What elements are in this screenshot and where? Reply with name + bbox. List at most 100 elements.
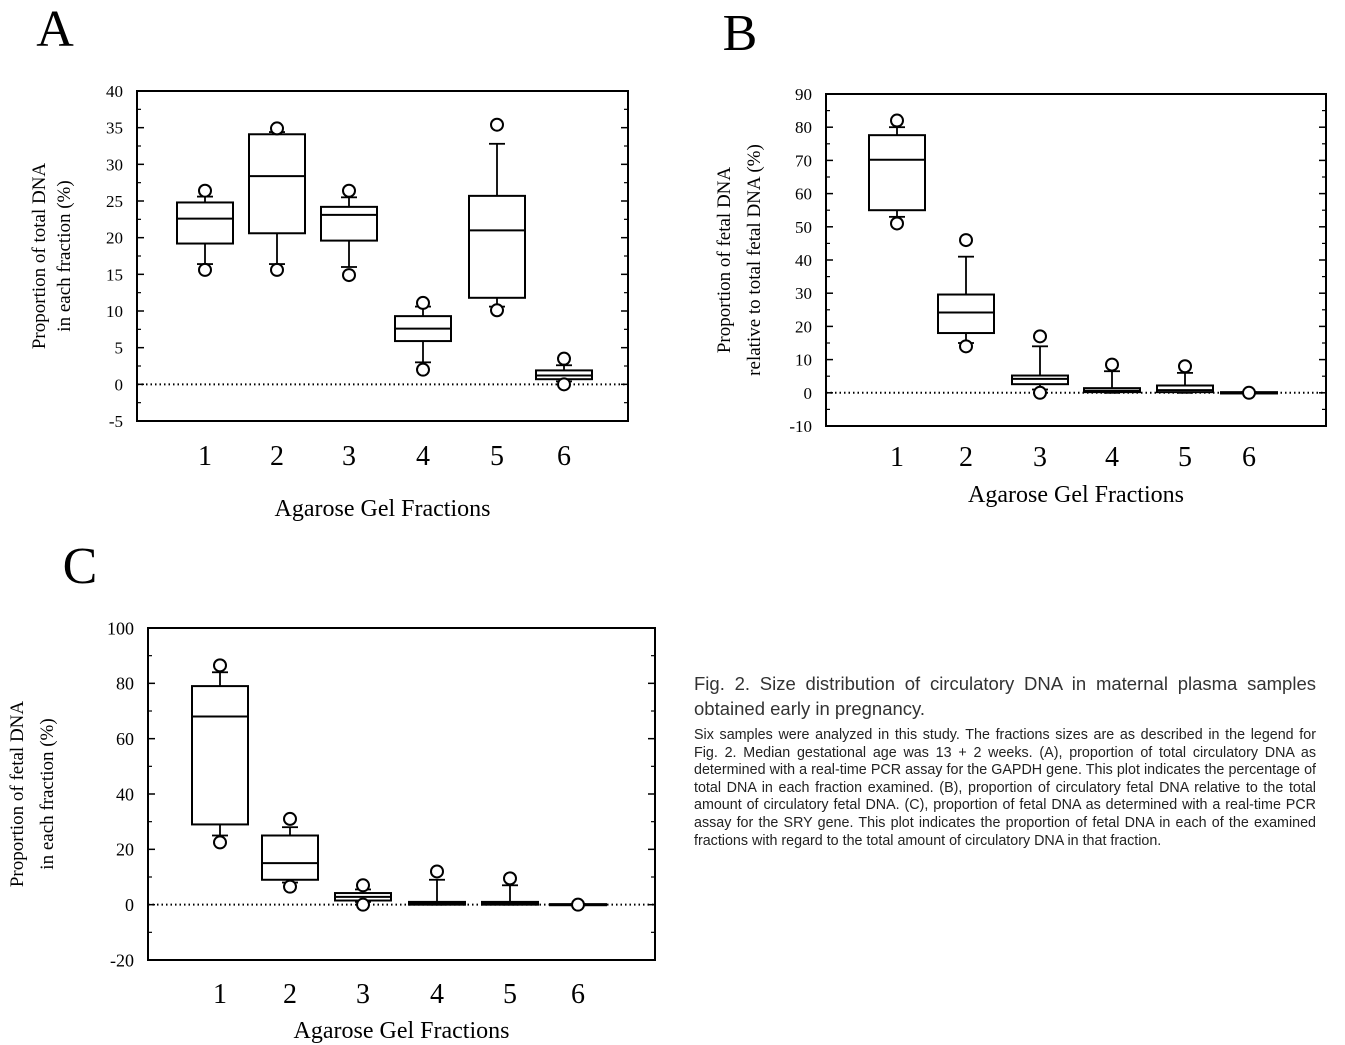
y-tick-label: 10 xyxy=(106,302,123,321)
outlier-point xyxy=(283,879,297,894)
outlier-point xyxy=(890,216,904,231)
box-fraction-4 xyxy=(408,864,466,906)
outlier-point xyxy=(356,897,370,912)
box-fraction-1 xyxy=(176,183,234,277)
outlier-point xyxy=(571,897,585,912)
x-category-label: 2 xyxy=(270,441,284,472)
x-category-label: 5 xyxy=(1178,442,1192,473)
chart-panel-c: C -20 0 20 40 60 80 100 1 2 3 4 5 6 Agarose Gel Fracti… xyxy=(7,538,656,1044)
x-category-label: 1 xyxy=(890,442,904,473)
x-category-label: 2 xyxy=(959,442,973,473)
y-tick-label: 50 xyxy=(795,218,812,237)
box-iqr xyxy=(261,834,319,881)
box-iqr xyxy=(248,133,306,235)
outlier-point xyxy=(1242,385,1256,400)
box-fraction-6 xyxy=(549,897,607,912)
outlier-point xyxy=(416,362,430,377)
y-tick-label: 60 xyxy=(116,729,134,749)
y-tick-label: 0 xyxy=(115,375,124,394)
y-tick-label: 40 xyxy=(795,251,812,270)
outlier-point xyxy=(557,351,571,366)
outlier-point xyxy=(959,233,973,248)
box-fraction-1 xyxy=(191,658,249,850)
outlier-point xyxy=(490,303,504,318)
panel-label: A xyxy=(36,1,74,58)
outlier-point xyxy=(1033,385,1047,400)
y-tick-label: 20 xyxy=(116,840,134,860)
y-tick-label: 20 xyxy=(106,229,123,248)
x-category-label: 4 xyxy=(430,979,444,1010)
outlier-point xyxy=(342,183,356,198)
box-iqr xyxy=(868,134,926,212)
y-tick-label: 15 xyxy=(106,265,123,284)
box-fraction-2 xyxy=(261,811,319,894)
x-category-label: 3 xyxy=(356,979,370,1010)
box-iqr xyxy=(320,205,378,242)
box-iqr xyxy=(937,293,995,335)
x-category-label: 3 xyxy=(342,441,356,472)
x-category-label: 1 xyxy=(213,979,227,1010)
x-axis-label: Agarose Gel Fractions xyxy=(275,496,491,522)
y-tick-label: 100 xyxy=(107,618,134,638)
box-fraction-6 xyxy=(535,351,593,392)
y-tick-label: 5 xyxy=(115,339,124,358)
x-category-label: 6 xyxy=(1242,442,1256,473)
box-iqr xyxy=(468,194,526,299)
y-tick-label: 30 xyxy=(106,155,123,174)
outlier-point xyxy=(270,121,284,136)
box-fraction-6 xyxy=(1220,385,1278,400)
y-tick-label: 30 xyxy=(795,284,812,303)
x-category-label: 6 xyxy=(557,441,571,472)
y-tick-label: 80 xyxy=(795,118,812,137)
y-tick-label: 35 xyxy=(106,119,123,138)
outlier-point xyxy=(356,878,370,893)
outlier-point xyxy=(1033,329,1047,344)
x-category-label: 4 xyxy=(416,441,430,472)
y-tick-label: 70 xyxy=(795,151,812,170)
y-axis-label-line: in each fraction (%) xyxy=(54,180,75,331)
y-tick-label: 80 xyxy=(116,674,134,694)
box-fraction-2 xyxy=(248,121,306,277)
outlier-point xyxy=(198,183,212,198)
y-axis-label-line: in each fraction (%) xyxy=(37,718,58,869)
box-fraction-3 xyxy=(1011,329,1069,400)
y-tick-label: 0 xyxy=(125,895,134,915)
box-iqr xyxy=(1156,384,1214,394)
outlier-point xyxy=(213,658,227,673)
box-fraction-4 xyxy=(1083,357,1141,394)
panel-label: C xyxy=(63,538,98,595)
y-tick-label: 25 xyxy=(106,192,123,211)
x-category-label: 4 xyxy=(1105,442,1119,473)
y-tick-label: -5 xyxy=(109,412,123,431)
x-category-label: 6 xyxy=(571,979,585,1010)
outlier-point xyxy=(959,339,973,354)
box-fraction-5 xyxy=(468,117,526,318)
outlier-point xyxy=(557,377,571,392)
box-fraction-3 xyxy=(320,183,378,283)
panel-label: B xyxy=(723,5,758,62)
outlier-point xyxy=(890,113,904,128)
outlier-point xyxy=(1105,357,1119,372)
outlier-point xyxy=(198,262,212,277)
x-axis-label: Agarose Gel Fractions xyxy=(968,482,1184,508)
x-category-label: 3 xyxy=(1033,442,1047,473)
x-category-label: 5 xyxy=(503,979,517,1010)
outlier-point xyxy=(270,262,284,277)
y-tick-label: 60 xyxy=(795,185,812,204)
x-axis-label: Agarose Gel Fractions xyxy=(294,1018,510,1044)
y-tick-label: 0 xyxy=(804,384,813,403)
x-category-label: 5 xyxy=(490,441,504,472)
outlier-point xyxy=(503,871,517,886)
outlier-point xyxy=(283,811,297,826)
y-axis-label-line: relative to total fetal DNA (%) xyxy=(744,144,765,376)
outlier-point xyxy=(1178,359,1192,374)
y-axis-label-line: Proportion of fetal DNA xyxy=(714,167,735,354)
y-axis-label-line: Proportion of fetal DNA xyxy=(7,701,28,888)
x-category-label: 2 xyxy=(283,979,297,1010)
box-fraction-1 xyxy=(868,113,926,231)
box-fraction-5 xyxy=(1156,359,1214,394)
chart-panel-a: A -5 0 5 10 15 20 25 30 35 40 1 2 3 4 5 6 Agarose Gel Fra… xyxy=(29,1,629,522)
figure-caption: Fig. 2. Size distribution of circulatory… xyxy=(694,671,1316,850)
y-tick-label: 40 xyxy=(116,784,134,804)
